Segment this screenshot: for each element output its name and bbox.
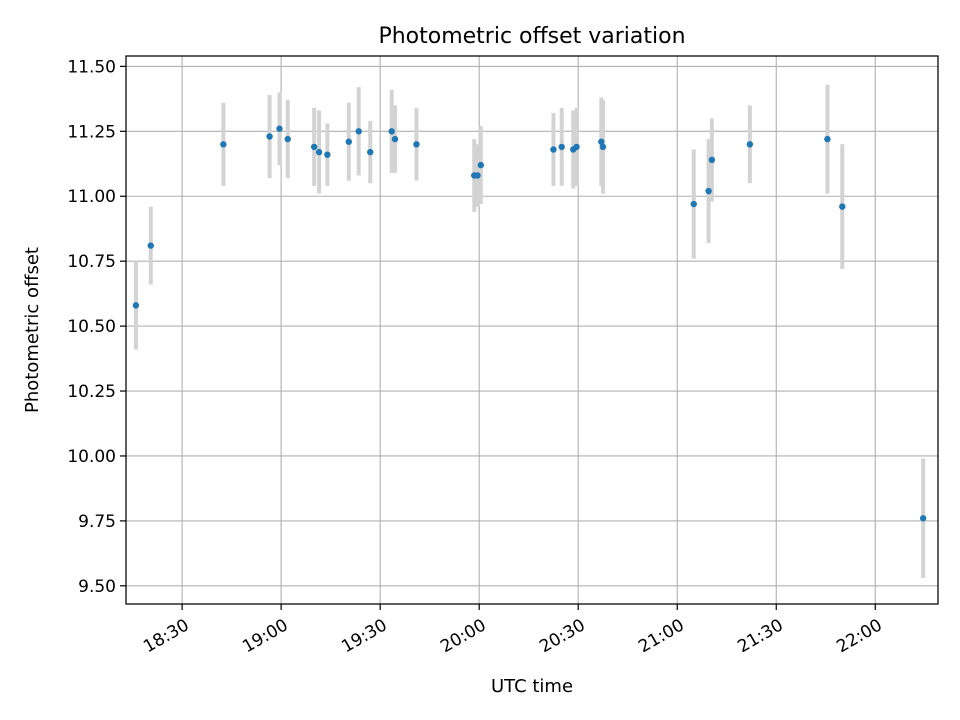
data-point <box>220 141 227 148</box>
data-point <box>147 242 154 249</box>
data-point <box>284 135 291 143</box>
data-point <box>413 141 420 148</box>
data-point <box>558 143 565 151</box>
y-tick-label: 10.75 <box>67 252 116 272</box>
y-tick-label: 11.50 <box>67 57 116 77</box>
y-tick-label: 10.00 <box>67 447 116 467</box>
data-point <box>839 203 846 210</box>
y-tick-label: 11.25 <box>67 122 116 142</box>
data-point <box>746 141 754 148</box>
data-point <box>573 143 580 151</box>
data-point <box>598 138 605 145</box>
y-tick-label: 9.50 <box>78 577 116 597</box>
y-axis: 9.50 9.75 10.00 10.25 10.50 10.75 11.00 11.25 11… <box>67 57 126 597</box>
data-point <box>132 302 140 309</box>
data-point <box>266 133 273 140</box>
data-point <box>324 151 331 158</box>
y-tick-label: 10.25 <box>67 382 116 402</box>
data-point <box>345 138 353 145</box>
data-point <box>599 143 607 151</box>
data-point <box>276 125 283 132</box>
data-point <box>310 143 318 151</box>
data-point <box>391 135 399 143</box>
data-point <box>919 515 927 522</box>
data-point <box>550 146 557 153</box>
data-point <box>388 128 395 135</box>
x-axis-label: UTC time <box>491 676 573 697</box>
y-axis-label: Photometric offset <box>22 247 43 413</box>
data-point <box>477 161 485 169</box>
data-point <box>474 172 481 179</box>
data-point <box>355 128 362 135</box>
y-tick-label: 10.50 <box>67 317 116 337</box>
y-tick-label: 11.00 <box>67 187 116 207</box>
plot-frame <box>125 55 939 605</box>
data-point <box>367 148 374 156</box>
data-point <box>690 200 697 208</box>
data-points <box>132 125 927 522</box>
data-point <box>708 156 716 164</box>
data-point <box>315 148 323 156</box>
data-point <box>705 187 712 195</box>
y-tick-label: 9.75 <box>78 512 116 532</box>
chart-title: Photometric offset variation <box>378 24 685 49</box>
data-point <box>824 135 831 143</box>
